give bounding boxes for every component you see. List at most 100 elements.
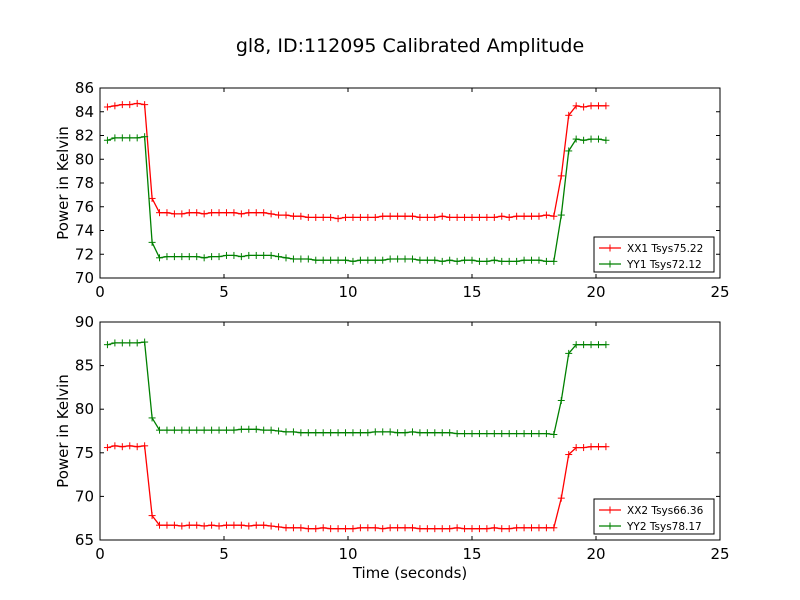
data-point — [141, 101, 149, 109]
data-point — [133, 99, 141, 107]
data-point — [126, 339, 134, 347]
data-point — [163, 521, 171, 529]
data-point — [401, 524, 409, 532]
data-point — [148, 194, 156, 202]
data-point — [490, 524, 498, 532]
y-tick-label: 70 — [75, 269, 94, 287]
data-point — [498, 212, 506, 220]
data-point — [535, 212, 543, 220]
data-point — [520, 430, 528, 438]
legend-box — [593, 498, 715, 535]
data-point — [468, 256, 476, 264]
y-tick-label: 85 — [75, 357, 94, 375]
data-point — [594, 341, 602, 349]
data-point — [557, 211, 565, 219]
series-1 — [103, 442, 610, 533]
data-point — [587, 341, 595, 349]
data-point — [528, 430, 536, 438]
data-point — [580, 341, 588, 349]
data-point — [282, 254, 290, 262]
data-point — [490, 430, 498, 438]
legend: XX2 Tsys66.36 YY2 Tsys78.17 — [593, 498, 715, 535]
data-point — [550, 257, 558, 265]
data-point — [141, 133, 149, 141]
series-2 — [103, 133, 610, 265]
x-tick-label: 5 — [219, 283, 229, 301]
data-point — [565, 349, 573, 357]
data-point — [230, 521, 238, 529]
data-point — [304, 525, 312, 533]
data-point — [461, 213, 469, 221]
data-point — [148, 512, 156, 520]
data-point — [416, 429, 424, 437]
data-point — [141, 442, 149, 450]
x-tick-label: 5 — [219, 545, 229, 563]
data-point — [289, 524, 297, 532]
data-point — [423, 429, 431, 437]
data-point — [111, 102, 119, 110]
legend-label: YY1 Tsys72.12 — [626, 259, 702, 271]
data-point — [215, 209, 223, 217]
data-point — [185, 426, 193, 434]
data-point — [304, 255, 312, 263]
data-point — [580, 136, 588, 144]
x-tick-label: 20 — [586, 283, 605, 301]
data-point — [282, 428, 290, 436]
data-point — [468, 430, 476, 438]
data-point — [453, 257, 461, 265]
y-tick-label: 76 — [75, 198, 94, 216]
data-point — [252, 251, 260, 259]
data-point — [185, 521, 193, 529]
data-point — [587, 135, 595, 143]
data-point — [386, 212, 394, 220]
data-point — [185, 209, 193, 217]
data-point — [185, 253, 193, 261]
data-point — [312, 213, 320, 221]
data-point — [349, 429, 357, 437]
data-point — [222, 251, 230, 259]
data-point — [230, 426, 238, 434]
data-point — [468, 525, 476, 533]
data-point — [260, 521, 268, 529]
data-point — [513, 212, 521, 220]
data-point — [408, 212, 416, 220]
data-point — [178, 522, 186, 530]
data-point — [565, 147, 573, 155]
data-point — [267, 210, 275, 218]
data-point — [379, 256, 387, 264]
data-point — [170, 253, 178, 261]
data-point — [475, 430, 483, 438]
top-plot: 0 5 10 15 20 25 70 72 74 76 78 80 82 84 86 Power in Kel… — [54, 79, 730, 301]
x-tick-label: 0 — [95, 283, 105, 301]
data-point — [118, 443, 126, 451]
data-point — [103, 136, 111, 144]
data-point — [334, 429, 342, 437]
data-point — [364, 213, 372, 221]
data-point — [252, 521, 260, 529]
data-point — [438, 212, 446, 220]
data-point — [401, 212, 409, 220]
x-tick-label: 15 — [462, 283, 481, 301]
data-point — [349, 525, 357, 533]
data-point — [438, 525, 446, 533]
data-point — [394, 212, 402, 220]
data-point — [423, 525, 431, 533]
data-point — [289, 212, 297, 220]
data-point — [461, 525, 469, 533]
data-point — [580, 103, 588, 111]
data-point — [431, 429, 439, 437]
data-point — [156, 254, 164, 262]
data-point — [572, 341, 580, 349]
data-point — [513, 430, 521, 438]
data-point — [438, 257, 446, 265]
data-point — [483, 257, 491, 265]
data-point — [282, 211, 290, 219]
data-point — [260, 426, 268, 434]
data-point — [334, 256, 342, 264]
data-point — [163, 426, 171, 434]
data-point — [193, 521, 201, 529]
plot-frame — [99, 321, 721, 541]
data-point — [103, 444, 111, 452]
data-point — [580, 444, 588, 452]
y-tick-label: 70 — [75, 487, 94, 505]
